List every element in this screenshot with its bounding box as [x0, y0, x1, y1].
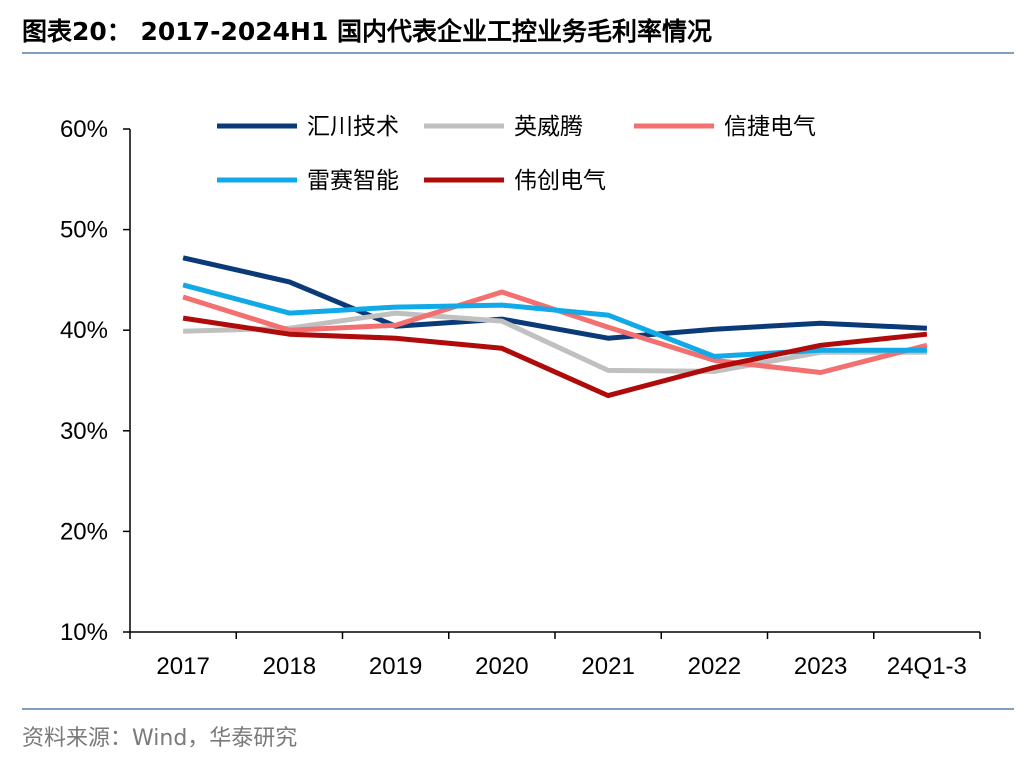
x-tick-label: 2017 [156, 653, 209, 680]
footer-divider [22, 708, 1014, 710]
x-tick-label: 2019 [369, 653, 422, 680]
source-note: 资料来源：Wind，华泰研究 [22, 726, 298, 751]
title-divider [22, 52, 1014, 54]
series-layer [182, 255, 928, 399]
axes: 60% 50% 40% 30% 20% 10% 2017 2018 2019 2020 2021 20… [60, 116, 981, 680]
y-tick-label: 10% [60, 619, 108, 646]
x-tick-label: 2022 [688, 653, 741, 680]
x-tick-label: 2023 [794, 653, 847, 680]
series-line-1 [182, 255, 928, 341]
x-tick-label: 2020 [475, 653, 528, 680]
legend-label: 雷赛智能 [307, 168, 399, 194]
y-tick-label: 40% [60, 317, 108, 344]
x-tick-label: 24Q1-3 [887, 653, 967, 680]
y-tick-label: 50% [60, 217, 108, 244]
legend-label: 信捷电气 [724, 114, 816, 140]
y-tick-label: 20% [60, 518, 108, 545]
x-tick-label: 2018 [263, 653, 316, 680]
chart-title: 图表20： 2017-2024H1 国内代表企业工控业务毛利率情况 [22, 17, 713, 46]
y-tick-label: 30% [60, 418, 108, 445]
legend-label: 英威腾 [514, 114, 583, 140]
legend-label: 伟创电气 [514, 168, 606, 194]
legend-label: 汇川技术 [307, 114, 399, 140]
series-line-2 [183, 310, 927, 374]
y-tick-label: 60% [60, 116, 108, 143]
x-tick-label: 2021 [581, 653, 634, 680]
series-line-5 [182, 315, 928, 399]
